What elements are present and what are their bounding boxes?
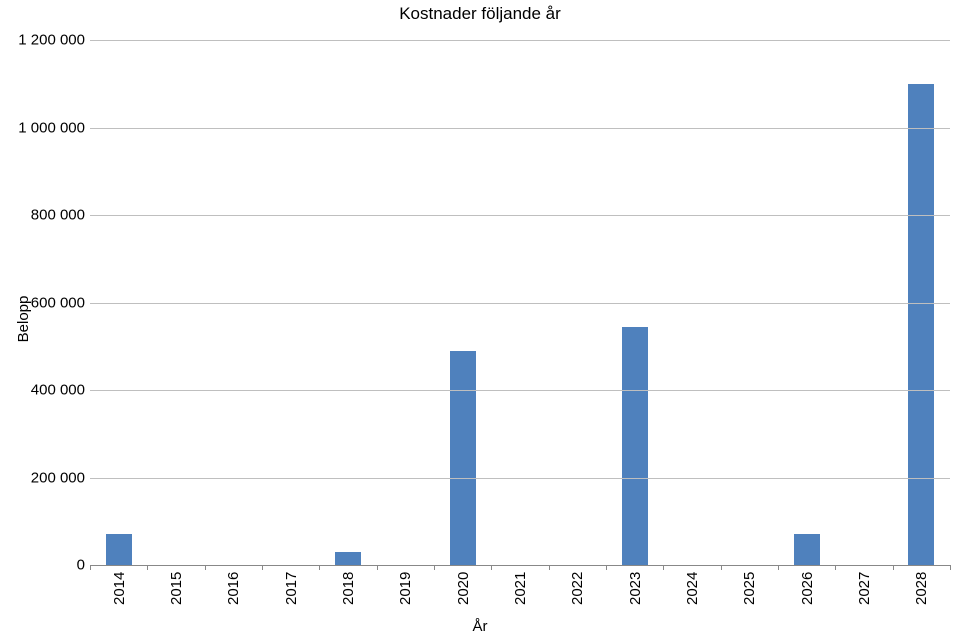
- x-tick-label: 2015: [168, 572, 185, 617]
- x-tick-label: 2028: [913, 572, 930, 617]
- gridline: [90, 390, 950, 391]
- x-tick-label: 2025: [741, 572, 758, 617]
- x-tick-mark: [90, 565, 91, 570]
- x-tick-mark: [319, 565, 320, 570]
- gridline: [90, 478, 950, 479]
- gridline: [90, 128, 950, 129]
- bar: [450, 351, 476, 565]
- y-tick-label: 800 000: [5, 207, 85, 224]
- x-tick-label: 2024: [684, 572, 701, 617]
- y-tick-label: 1 000 000: [5, 119, 85, 136]
- x-tick-label: 2027: [856, 572, 873, 617]
- x-tick-mark: [377, 565, 378, 570]
- y-tick-label: 200 000: [5, 469, 85, 486]
- x-tick-mark: [893, 565, 894, 570]
- x-tick-mark: [147, 565, 148, 570]
- x-tick-label: 2019: [397, 572, 414, 617]
- gridline: [90, 215, 950, 216]
- y-tick-label: 600 000: [5, 294, 85, 311]
- x-tick-label: 2018: [340, 572, 357, 617]
- bar: [335, 552, 361, 565]
- chart-container: Kostnader följande år Belopp År 0200 000…: [0, 0, 960, 637]
- x-tick-mark: [778, 565, 779, 570]
- bar: [622, 327, 648, 565]
- x-axis-label: År: [0, 618, 960, 635]
- bar: [106, 534, 132, 565]
- x-tick-mark: [205, 565, 206, 570]
- gridline: [90, 303, 950, 304]
- bar: [794, 534, 820, 565]
- x-tick-label: 2020: [455, 572, 472, 617]
- x-tick-label: 2022: [569, 572, 586, 617]
- y-tick-label: 1 200 000: [5, 32, 85, 49]
- x-tick-mark: [491, 565, 492, 570]
- x-tick-mark: [549, 565, 550, 570]
- x-tick-mark: [835, 565, 836, 570]
- x-tick-mark: [721, 565, 722, 570]
- bar: [908, 84, 934, 565]
- x-tick-mark: [606, 565, 607, 570]
- chart-title: Kostnader följande år: [0, 4, 960, 24]
- y-tick-label: 400 000: [5, 382, 85, 399]
- x-tick-label: 2017: [283, 572, 300, 617]
- x-tick-mark: [262, 565, 263, 570]
- x-tick-mark: [434, 565, 435, 570]
- x-tick-mark: [950, 565, 951, 570]
- x-tick-label: 2021: [512, 572, 529, 617]
- gridline: [90, 40, 950, 41]
- x-tick-label: 2023: [627, 572, 644, 617]
- x-tick-label: 2014: [111, 572, 128, 617]
- x-tick-mark: [663, 565, 664, 570]
- x-tick-label: 2016: [225, 572, 242, 617]
- x-tick-label: 2026: [799, 572, 816, 617]
- y-tick-label: 0: [5, 557, 85, 574]
